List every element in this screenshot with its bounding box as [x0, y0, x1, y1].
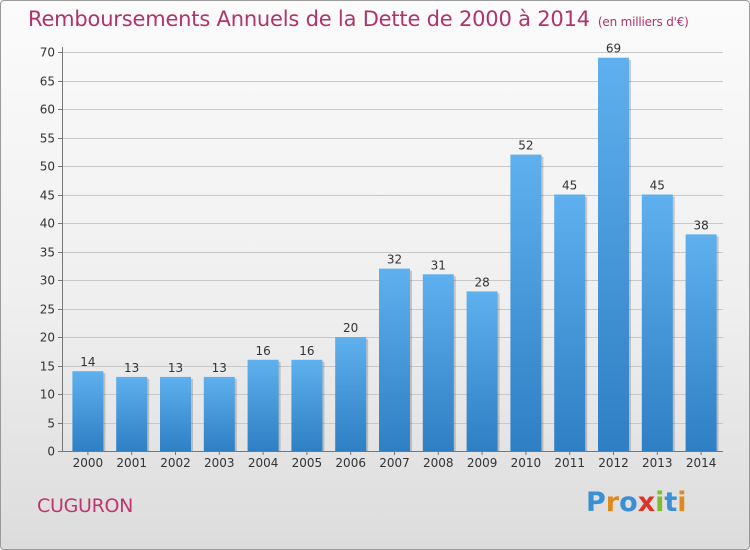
- bar: [598, 57, 629, 451]
- y-tick-label: 0: [47, 445, 55, 459]
- data-label: 38: [693, 218, 708, 232]
- bar: [466, 291, 498, 451]
- x-tick-label: 2008: [423, 456, 454, 470]
- x-tick-label: 2005: [292, 456, 323, 470]
- x-tick-label: 2003: [204, 456, 235, 470]
- logo-letter: i: [677, 487, 687, 518]
- data-label: 31: [431, 258, 446, 272]
- x-tick-label: 2007: [379, 456, 410, 470]
- bar: [510, 154, 542, 451]
- y-tick-label: 10: [40, 388, 55, 402]
- chart-title: Remboursements Annuels de la Dette de 20…: [28, 7, 689, 31]
- x-tick-label: 2002: [160, 456, 191, 470]
- x-tick-label: 2010: [511, 456, 542, 470]
- bar: [72, 371, 104, 451]
- logo-letter: P: [586, 487, 606, 518]
- y-tick-label: 50: [40, 160, 55, 174]
- y-tick-label: 65: [40, 75, 55, 89]
- y-tick-label: 5: [47, 417, 55, 431]
- y-tick-label: 35: [40, 246, 55, 260]
- x-tick-label: 2001: [116, 456, 147, 470]
- x-tick-label: 2000: [73, 456, 104, 470]
- x-tick-label: 2006: [335, 456, 366, 470]
- town-name: CUGURON: [37, 495, 134, 517]
- logo-letter: x: [637, 487, 656, 518]
- y-tick-label: 55: [40, 132, 55, 146]
- data-label: 45: [650, 179, 665, 193]
- data-label: 16: [255, 344, 270, 358]
- proxiti-logo[interactable]: Proxiti: [586, 487, 687, 518]
- x-tick-label: 2014: [686, 456, 717, 470]
- data-label: 32: [387, 253, 402, 267]
- chart-title-text: Remboursements Annuels de la Dette de 20…: [28, 7, 590, 31]
- bar: [203, 376, 235, 451]
- y-tick-label: 40: [40, 217, 55, 231]
- logo-letter: r: [605, 487, 620, 518]
- data-label: 16: [299, 344, 314, 358]
- bar: [335, 337, 367, 451]
- bar: [554, 194, 586, 451]
- data-label: 69: [606, 42, 621, 56]
- x-tick-label: 2011: [554, 456, 585, 470]
- y-tick-label: 30: [40, 274, 55, 288]
- logo-letter: t: [664, 487, 678, 518]
- y-tick-label: 70: [40, 46, 55, 60]
- bar: [116, 376, 148, 451]
- bar: [641, 194, 673, 451]
- logo-letter: i: [655, 487, 665, 518]
- y-tick-label: 25: [40, 303, 55, 317]
- y-tick-label: 15: [40, 360, 55, 374]
- x-tick-label: 2004: [248, 456, 279, 470]
- bar: [160, 376, 191, 451]
- logo-letter: o: [619, 487, 638, 518]
- bar: [422, 274, 454, 451]
- bar: [291, 359, 323, 451]
- bar: [379, 268, 410, 451]
- chart-subtitle: (en milliers d'€): [597, 15, 689, 29]
- x-tick-label: 2009: [467, 456, 498, 470]
- y-tick-label: 60: [40, 103, 55, 117]
- data-label: 13: [212, 361, 227, 375]
- data-label: 13: [168, 361, 183, 375]
- data-label: 14: [80, 355, 95, 369]
- data-label: 20: [343, 321, 358, 335]
- x-tick-label: 2013: [642, 456, 673, 470]
- bar: [247, 359, 279, 451]
- data-label: 45: [562, 179, 577, 193]
- y-tick-label: 45: [40, 189, 55, 203]
- bar: [685, 234, 717, 451]
- y-tick-label: 20: [40, 331, 55, 345]
- data-label: 28: [474, 275, 489, 289]
- data-label: 13: [124, 361, 139, 375]
- data-label: 52: [518, 139, 533, 153]
- x-tick-label: 2012: [598, 456, 629, 470]
